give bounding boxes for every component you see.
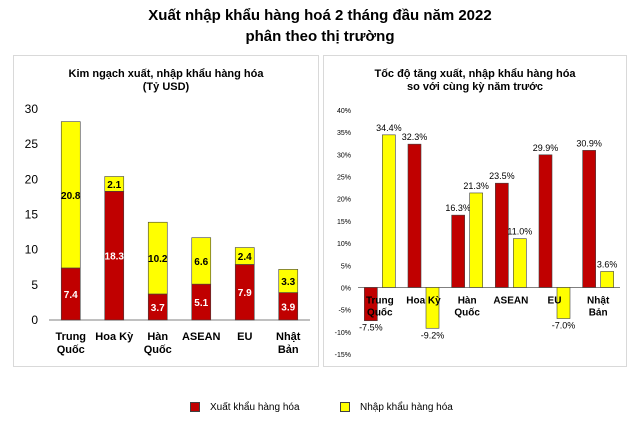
data-label: 2.1 [107,180,121,191]
data-label: 3.6% [597,259,618,269]
data-label: -9.2% [421,330,445,340]
data-label: 34.4% [376,123,402,133]
y-tick-label: 25 [25,137,39,151]
clustered-bar-chart: -15% -10% -5% 0% 5% 10% 15% 20% 25% 30% 35% 40% -7.5… [335,108,620,359]
y-tick-label: 5 [31,278,38,292]
data-label: 7.4 [64,290,78,301]
y-tick-label: 15% [337,219,351,226]
y-tick-label: 15 [25,208,39,222]
bar-import [469,192,483,288]
y-tick-label: 40% [337,108,351,115]
x-tick-label: Trung [55,331,86,343]
page-title-line-1: Xuất nhập khẩu hàng hoá 2 tháng đầu năm … [148,7,492,24]
x-tick-label: ASEAN [493,295,528,306]
bar-import [60,121,81,269]
bar-export [364,287,378,322]
x-tick-label: Bản [589,307,608,318]
x-tick-label: Hoa Kỳ [406,295,441,306]
data-label: 10.2 [148,254,168,265]
x-tick-label: Quốc [454,306,480,318]
bar-import [278,269,299,293]
x-tick-label: ASEAN [182,331,221,343]
x-tick-label: Quốc [367,306,393,318]
data-label: 18.3 [105,252,125,263]
data-label: 11.0% [507,227,532,237]
bar-import [147,221,168,295]
y-tick-label: 5% [341,263,351,270]
y-tick-label: 25% [337,175,351,182]
y-tick-label: 0% [341,285,351,292]
y-tick-label: 10 [25,243,39,257]
chart-1-title: Kim ngạch xuất, nhập khẩu hàng hóa [68,68,264,80]
bar-import [191,237,212,285]
y-tick-label: 10% [337,241,351,248]
chart-1-subtitle: (Tỷ USD) [142,81,190,93]
x-tick-label: Nhật [276,331,301,343]
bar-import [600,271,614,288]
y-tick-label: -15% [335,352,351,359]
y-tick-label: -10% [335,330,351,337]
legend-label-export: Xuất khẩu hàng hóa [210,401,300,413]
trade-value-chart-panel: Kim ngạch xuất, nhập khẩu hàng hóa (Tỷ U… [13,55,319,367]
legend-swatch-import [340,402,350,412]
bar-import [382,134,396,288]
y-tick-label: 30 [25,102,39,116]
chart-2-subtitle: so với cùng kỳ năm trước [406,81,544,93]
bar-export [407,143,422,288]
chart-2-title: Tốc độ tăng xuất, nhập khẩu hàng hóa [374,68,576,80]
y-tick-label: 35% [337,130,351,137]
data-label: -7.5% [359,323,383,333]
x-tick-label: Hoa Kỳ [95,331,134,343]
data-label: 32.3% [402,132,428,142]
bar-export [451,214,465,288]
data-label: 21.3% [463,181,489,191]
page-title-line-2: phân theo thị trường [245,28,395,45]
data-label: 16.3% [445,203,471,213]
data-label: 7.9 [238,288,252,299]
y-tick-label: 20 [25,172,39,186]
bar-import [425,287,440,329]
legend-item-import: Nhập khẩu hàng hóa [340,400,453,414]
data-label: 3.3 [281,277,295,288]
bar-export [495,182,509,288]
x-tick-label: EU [548,295,562,306]
x-tick-label: Hàn [458,295,477,306]
bar-import [104,176,125,192]
bar-export [582,150,596,288]
x-tick-label: EU [237,331,252,343]
y-tick-label: 0 [31,313,38,327]
data-label: 3.7 [151,303,165,314]
x-tick-label: Nhật [587,295,610,306]
bar-import [556,287,571,319]
data-label: 6.6 [194,257,208,268]
data-label: 20.8 [61,191,81,202]
x-tick-label: Quốc [57,344,85,356]
bar-import [513,238,527,288]
x-tick-label: Bản [278,344,299,356]
data-label: 2.4 [238,252,252,263]
x-tick-label: Quốc [144,344,172,356]
legend-label-import: Nhập khẩu hàng hóa [360,401,453,413]
data-label: 5.1 [194,298,208,309]
data-label: 29.9% [533,143,559,153]
legend-swatch-export [190,402,200,412]
data-label: 30.9% [576,138,602,148]
y-tick-label: 30% [337,152,351,159]
y-tick-label: -5% [339,308,351,315]
legend: Xuất khẩu hàng hóa Nhập khẩu hàng hóa [0,400,640,414]
growth-rate-chart-panel: Tốc độ tăng xuất, nhập khẩu hàng hóa so … [323,55,627,367]
data-label: -7.0% [552,321,576,331]
legend-item-export: Xuất khẩu hàng hóa [190,400,300,414]
bar-import [234,247,255,265]
bar-export [538,154,553,288]
y-tick-label: 20% [337,197,351,204]
data-label: 23.5% [489,171,515,181]
data-label: 3.9 [281,302,295,313]
x-tick-label: Trung [366,295,394,306]
x-tick-label: Hàn [147,331,168,343]
